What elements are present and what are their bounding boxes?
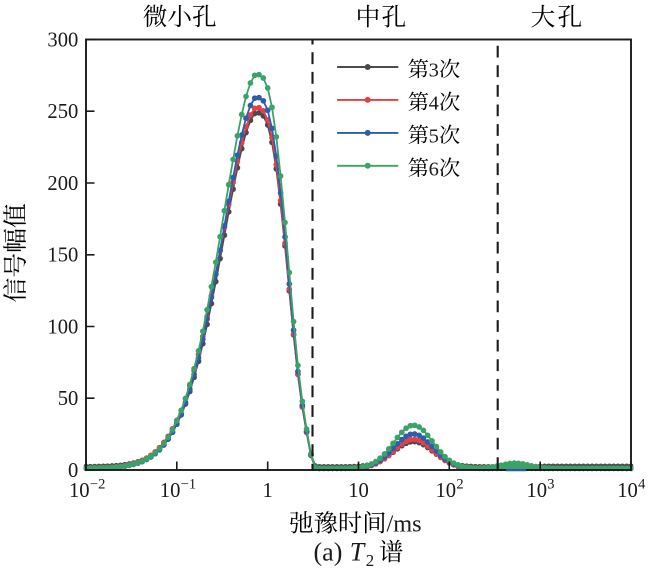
svg-text:2: 2 (366, 551, 374, 570)
svg-text:3: 3 (429, 60, 439, 82)
svg-text:T: T (350, 538, 366, 567)
svg-text:10: 10 (348, 480, 369, 502)
svg-text:10: 10 (617, 480, 638, 502)
svg-text:10: 10 (69, 480, 90, 502)
svg-text:4: 4 (429, 93, 439, 115)
svg-text:100: 100 (47, 316, 78, 338)
svg-text:300: 300 (47, 29, 78, 51)
svg-text:−2: −2 (90, 477, 105, 493)
svg-text:6: 6 (429, 158, 439, 180)
svg-text:10: 10 (436, 480, 457, 502)
svg-text:/ms: /ms (387, 511, 422, 538)
svg-text:4: 4 (638, 477, 646, 493)
svg-text:−1: −1 (181, 477, 196, 493)
svg-text:2: 2 (456, 477, 463, 493)
svg-text:0: 0 (68, 460, 78, 482)
svg-text:5: 5 (429, 126, 439, 148)
svg-text:150: 150 (47, 245, 78, 267)
svg-text:250: 250 (47, 101, 78, 123)
svg-text:10: 10 (160, 480, 181, 502)
svg-text:(a): (a) (314, 538, 349, 567)
svg-text:3: 3 (547, 477, 554, 493)
svg-text:50: 50 (58, 388, 79, 410)
svg-text:200: 200 (47, 173, 78, 195)
svg-text:10: 10 (526, 480, 547, 502)
svg-text:1: 1 (263, 480, 273, 502)
